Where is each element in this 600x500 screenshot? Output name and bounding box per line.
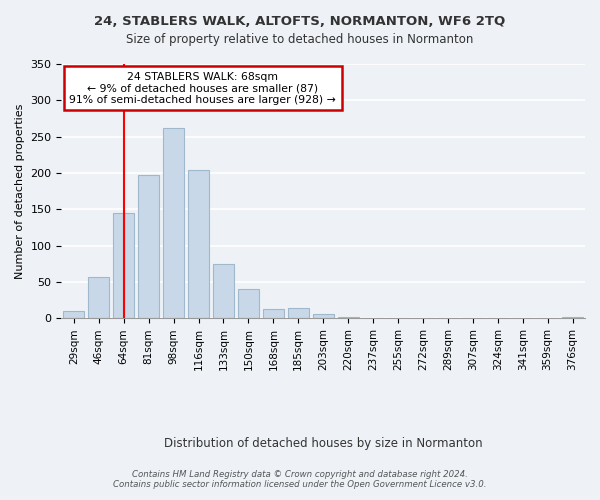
Y-axis label: Number of detached properties: Number of detached properties: [15, 104, 25, 279]
Bar: [138, 174, 159, 318]
Bar: [188, 170, 209, 318]
Bar: [562, 317, 583, 318]
Bar: [263, 309, 284, 318]
Text: 24, STABLERS WALK, ALTOFTS, NORMANTON, WF6 2TQ: 24, STABLERS WALK, ALTOFTS, NORMANTON, W…: [94, 15, 506, 28]
X-axis label: Distribution of detached houses by size in Normanton: Distribution of detached houses by size …: [164, 437, 482, 450]
Bar: [338, 317, 359, 318]
Text: Contains HM Land Registry data © Crown copyright and database right 2024.
Contai: Contains HM Land Registry data © Crown c…: [113, 470, 487, 489]
Bar: [313, 314, 334, 318]
Bar: [287, 308, 309, 318]
Bar: [88, 277, 109, 318]
Bar: [213, 264, 234, 318]
Bar: [238, 288, 259, 318]
Text: 24 STABLERS WALK: 68sqm
← 9% of detached houses are smaller (87)
91% of semi-det: 24 STABLERS WALK: 68sqm ← 9% of detached…: [70, 72, 336, 105]
Bar: [113, 213, 134, 318]
Bar: [63, 311, 85, 318]
Bar: [163, 128, 184, 318]
Text: Size of property relative to detached houses in Normanton: Size of property relative to detached ho…: [127, 32, 473, 46]
